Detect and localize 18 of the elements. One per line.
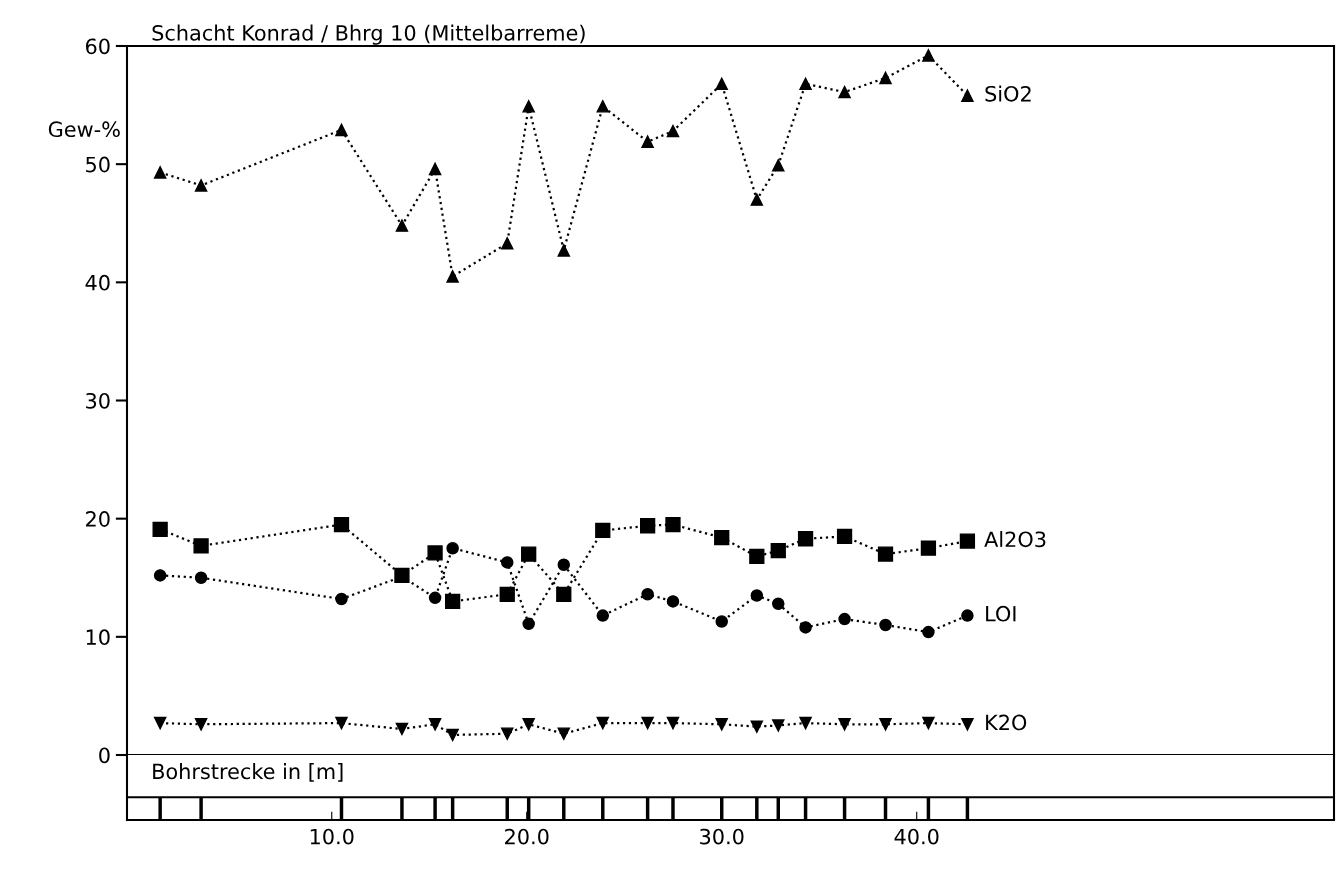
x-tick-label: 20.0 <box>505 828 549 845</box>
y-tick-label: 50 <box>86 156 110 173</box>
y-tick-label: 10 <box>86 629 110 646</box>
y-tick-label: 30 <box>86 392 110 409</box>
x-axis-title: Bohrstrecke in [m] <box>153 763 343 782</box>
y-tick-label: 20 <box>86 511 110 527</box>
series-label: SiO2 <box>985 85 1031 102</box>
chart-title: Schacht Konrad / Bhrg 10 (Mittelbarreme) <box>152 24 585 45</box>
y-tick-label: 0 <box>99 747 110 764</box>
y-axis-title: Gew-% <box>48 121 120 138</box>
x-tick-label: 30.0 <box>700 828 744 845</box>
x-tick-label: 40.0 <box>894 828 939 845</box>
series-label: K2O <box>986 714 1027 731</box>
x-tick-label: 10.0 <box>310 828 354 845</box>
y-tick-label: 40 <box>85 274 110 291</box>
series-label: LOI <box>986 605 1016 622</box>
series-label: Al2O3 <box>984 531 1046 548</box>
y-tick-label: 60 <box>85 38 110 55</box>
